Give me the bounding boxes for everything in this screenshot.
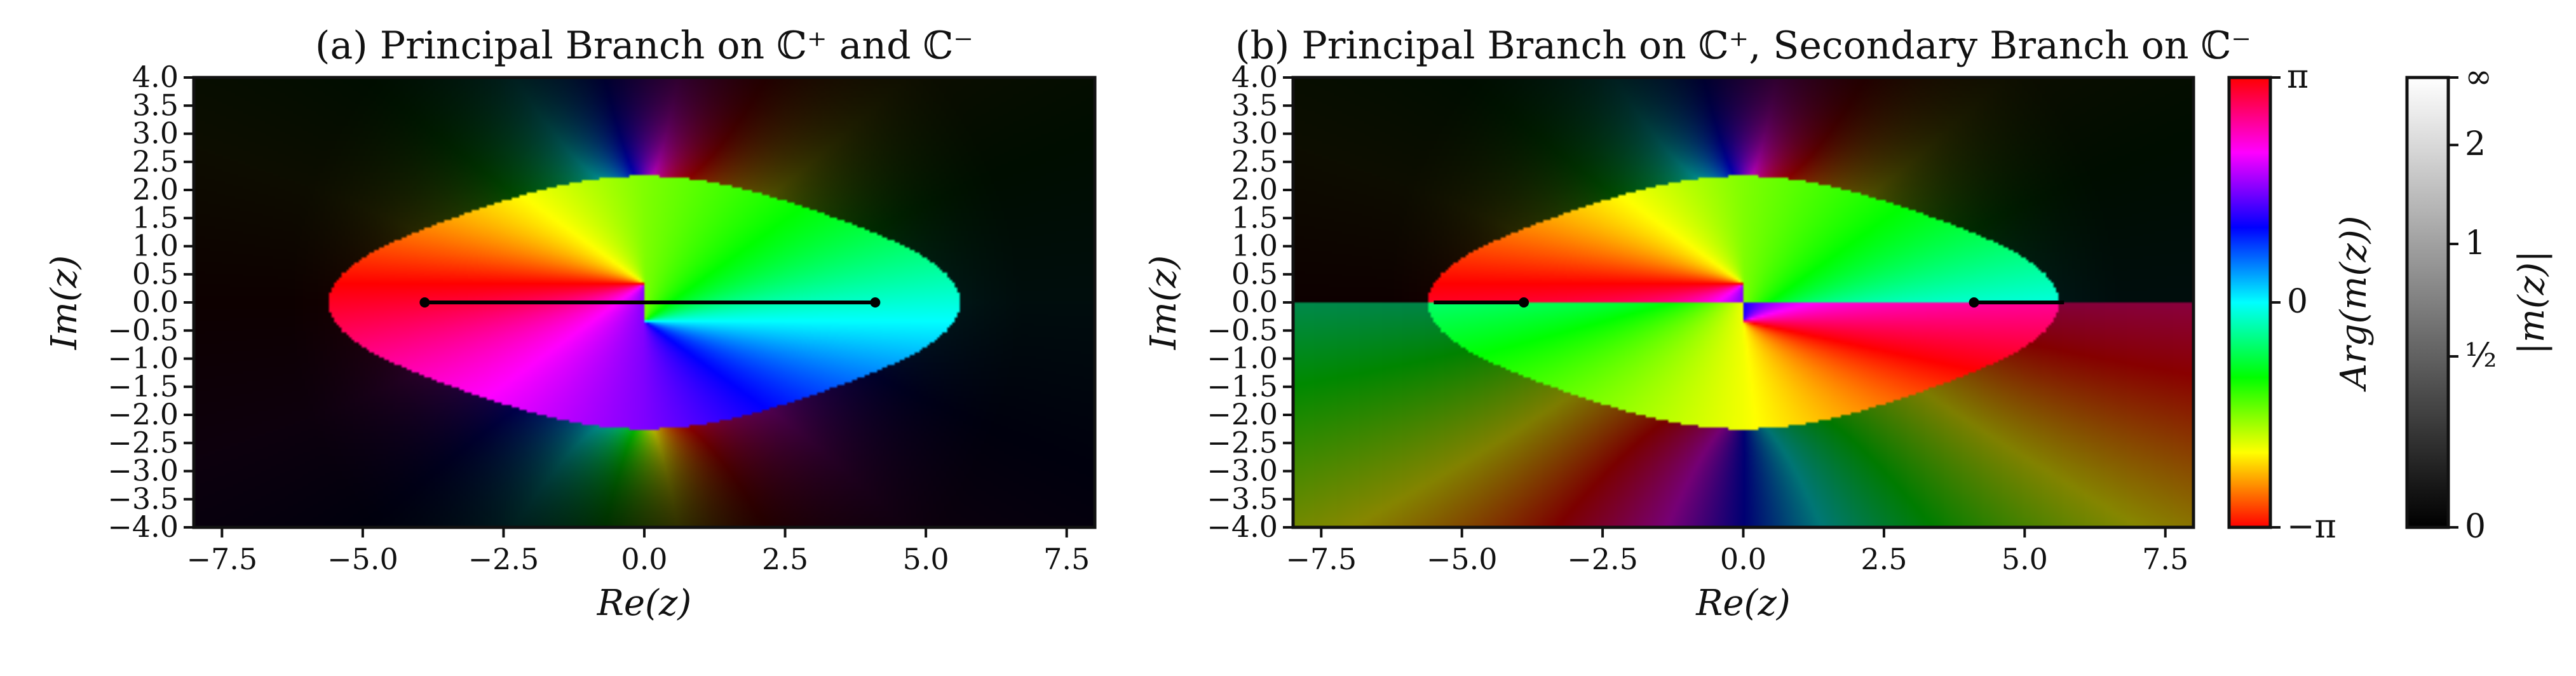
y-tick-label: −3.5 [107,482,179,516]
x-tick-label: −7.5 [186,542,257,576]
y-tick-label: −1.0 [107,341,179,375]
x-axis-label: Re(z) [597,583,692,624]
x-tick-label: −5.0 [327,542,398,576]
modulus-colorbar: ∞ 2 1 ½ 0 |m(z)| [2405,58,2552,546]
colorbar-tick-label: −π [2287,508,2336,546]
y-tick-label: 1.5 [1231,200,1278,234]
colorbar-tick-label: 0 [2465,508,2486,546]
x-tick-label: 7.5 [2142,542,2188,576]
branch-point [419,297,430,308]
x-axis-label: Re(z) [1695,583,1791,624]
y-tick-label: −3.0 [1207,454,1278,488]
y-tick-label: 0.5 [132,257,179,291]
y-tick-label: −3.5 [1207,482,1278,516]
y-tick-label: 3.0 [1231,116,1278,151]
colorbar-tick-label: π [2287,58,2308,96]
x-tick-label: 0.0 [621,542,667,576]
y-tick-label: 1.0 [1231,229,1278,263]
arg-colorbar: π 0 −π Arg(m(z)) [2227,58,2375,546]
x-tick-label: 5.0 [2002,542,2048,576]
y-tick-label: 1.5 [132,200,179,234]
panel-b: −7.5 −5.0 −2.5 0.0 2.5 5.0 7.54.03.53.02.52.01… [1143,24,2251,624]
colorbar-tick-label: ∞ [2465,58,2492,96]
y-tick-label: −2.5 [107,425,179,459]
y-tick-label: 1.0 [132,229,179,263]
branch-point [870,297,881,308]
y-tick-label: −0.5 [107,313,179,347]
y-tick-label: −2.5 [1207,425,1278,459]
x-tick-label: −5.0 [1427,542,1498,576]
x-tick-label: 5.0 [903,542,949,576]
y-tick-label: −1.5 [107,369,179,403]
y-tick-label: −2.0 [1207,397,1278,431]
y-tick-label: −1.0 [1207,341,1278,375]
panel-a: −7.5 −5.0 −2.5 0.0 2.5 5.0 7.54.03.53.02.52.01… [44,24,1097,624]
y-tick-label: 3.0 [132,116,179,151]
x-tick-label: −2.5 [468,542,539,576]
x-tick-label: 2.5 [762,542,808,576]
x-tick-label: 0.0 [1720,542,1766,576]
colorbar-tick-label: ½ [2465,337,2497,375]
branch-point [1519,297,1529,308]
colorbar-gradient [2227,76,2272,529]
y-tick-label: 3.5 [132,88,179,122]
y-tick-label: 2.0 [1231,172,1278,206]
y-tick-label: 2.5 [132,144,179,179]
colorbar-tick-label: 1 [2465,224,2486,262]
y-tick-label: −4.0 [107,510,179,544]
colorbar-gradient [2405,76,2450,529]
y-tick-label: −1.5 [1207,369,1278,403]
y-tick-label: 2.0 [132,172,179,206]
colorbar-label: Arg(m(z)) [2333,215,2375,392]
y-tick-label: 2.5 [1231,144,1278,179]
chart-title: (b) Principal Branch on ℂ⁺, Secondary Br… [1235,24,2251,68]
y-tick-label: −0.5 [1207,313,1278,347]
x-tick-label: 7.5 [1043,542,1090,576]
y-tick-label: 3.5 [1231,88,1278,122]
branch-point [1969,297,1979,308]
x-tick-label: 2.5 [1861,542,1907,576]
colorbar-tick-label: 0 [2287,283,2308,321]
y-axis-label: Im(z) [1143,255,1184,350]
y-tick-label: −4.0 [1207,510,1278,544]
y-tick-label: −2.0 [107,397,179,431]
y-tick-label: 0.5 [1231,257,1278,291]
colorbar-label: |m(z)| [2511,250,2552,355]
x-tick-label: −2.5 [1567,542,1638,576]
colorbar-tick-label: 2 [2465,125,2486,163]
x-tick-label: −7.5 [1285,542,1357,576]
y-tick-label: 0.0 [132,285,179,319]
y-tick-label: 0.0 [1231,285,1278,319]
y-tick-label: −3.0 [107,454,179,488]
y-tick-label: 4.0 [1231,60,1278,94]
y-axis-label: Im(z) [44,255,85,350]
y-tick-label: 4.0 [132,60,179,94]
chart-title: (a) Principal Branch on ℂ⁺ and ℂ⁻ [315,24,973,68]
